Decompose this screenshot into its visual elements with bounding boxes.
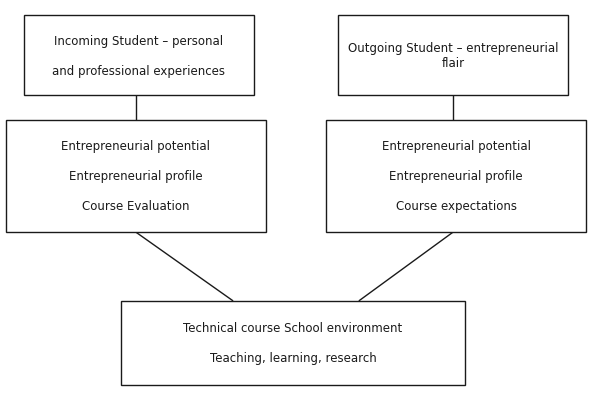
Text: Incoming Student – personal

and professional experiences: Incoming Student – personal and professi… bbox=[53, 35, 225, 77]
FancyBboxPatch shape bbox=[24, 16, 254, 96]
FancyBboxPatch shape bbox=[121, 301, 465, 385]
FancyBboxPatch shape bbox=[6, 120, 266, 233]
Text: Entrepreneurial potential

Entrepreneurial profile

Course Evaluation: Entrepreneurial potential Entrepreneuria… bbox=[62, 140, 210, 213]
Text: Entrepreneurial potential

Entrepreneurial profile

Course expectations: Entrepreneurial potential Entrepreneuria… bbox=[382, 140, 530, 213]
FancyBboxPatch shape bbox=[338, 16, 568, 96]
FancyBboxPatch shape bbox=[326, 120, 586, 233]
Text: Outgoing Student – entrepreneurial
flair: Outgoing Student – entrepreneurial flair bbox=[348, 42, 558, 70]
Text: Technical course School environment

Teaching, learning, research: Technical course School environment Teac… bbox=[184, 322, 402, 364]
